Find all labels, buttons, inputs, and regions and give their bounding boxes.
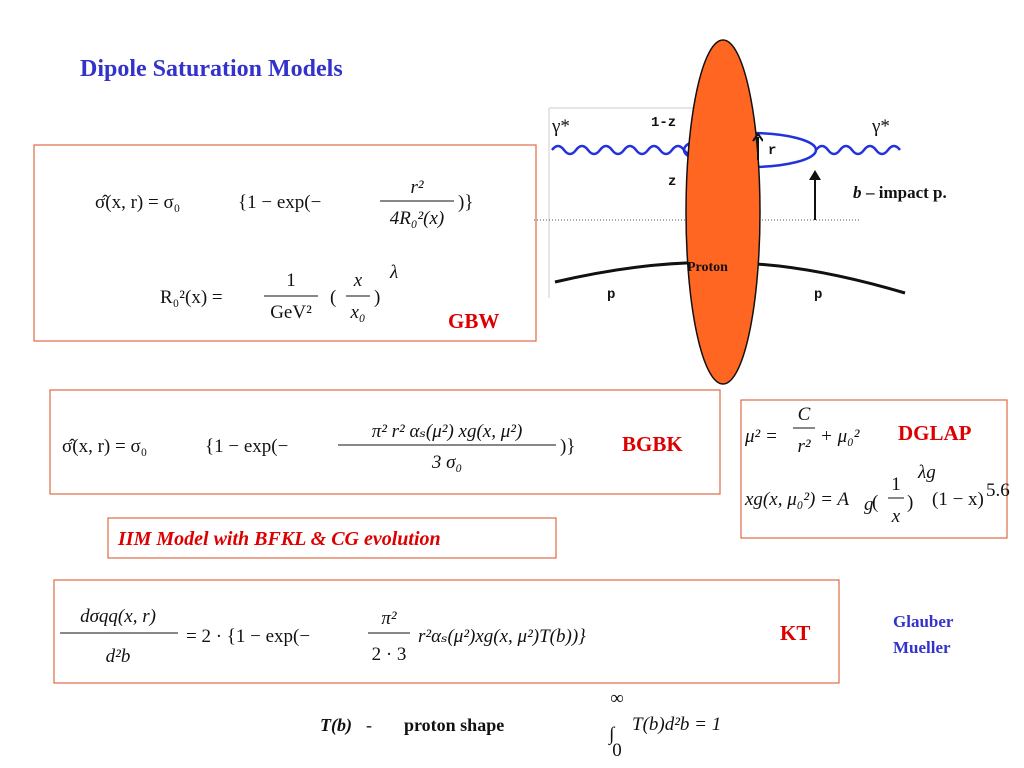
- dipole-diagram: γ* γ* 1-z z r p p Proton b – impact p.: [534, 39, 947, 385]
- formula: r²: [410, 177, 423, 198]
- formula: ∞: [610, 688, 624, 709]
- formula: r²: [797, 436, 810, 457]
- b-arrow-head: [809, 170, 821, 180]
- formula: d²b: [106, 646, 131, 667]
- formula: {1 − exp(−: [238, 192, 321, 213]
- formula: {1 − exp(−: [205, 436, 288, 457]
- formula: r²αₛ(μ²)xg(x, μ²)T(b))}: [418, 626, 586, 647]
- formula: (: [330, 287, 336, 308]
- title: Dipole Saturation Models: [80, 56, 343, 82]
- formula: )}: [560, 436, 575, 457]
- formula: σ̂(x, r) = σ₀: [62, 436, 147, 457]
- gamma-out: γ*: [871, 116, 890, 137]
- formula: )}: [458, 192, 473, 213]
- gbw-label: GBW: [448, 309, 499, 333]
- formula: 1: [286, 270, 296, 291]
- formula: 0: [612, 740, 622, 761]
- formula: (: [872, 492, 878, 513]
- bgbk-label: BGBK: [622, 432, 683, 456]
- formula: xg(x, μ₀²) = A: [744, 489, 849, 510]
- z-label: z: [668, 174, 676, 190]
- formula: = 2 · {1 − exp(−: [186, 626, 310, 647]
- r-label-bg: [763, 139, 793, 159]
- formula: x₀: [349, 302, 365, 323]
- formula: dσqq(x, r): [80, 606, 156, 627]
- formula: x: [353, 270, 363, 291]
- formula: μ² =: [744, 426, 778, 447]
- r-label: r: [768, 143, 776, 159]
- formula: 4R₀²(x): [390, 208, 445, 229]
- photon-out: [815, 144, 901, 156]
- kt-box: [53, 579, 840, 684]
- formula: 1: [891, 474, 901, 495]
- r-arrow-head: [752, 132, 764, 142]
- impact-b: b: [853, 183, 862, 202]
- proton-label: Proton: [687, 260, 728, 275]
- formula: (1 − x): [932, 489, 984, 510]
- tb-dash: -: [366, 715, 372, 735]
- p-out: p: [814, 287, 822, 303]
- formula: R₀²(x) =: [160, 287, 223, 308]
- formula: + μ₀²: [820, 426, 860, 447]
- formula: σ̂(x, r) = σ₀: [95, 192, 180, 213]
- formula: λg: [917, 462, 936, 483]
- p-in: p: [607, 287, 615, 303]
- formula: 5.6: [986, 480, 1010, 501]
- bgbk-box: [49, 389, 721, 495]
- iim-text: IIM Model with BFKL & CG evolution: [117, 528, 441, 550]
- formula: π²: [381, 608, 397, 629]
- mueller: Mueller: [893, 638, 951, 657]
- formula: λ: [389, 262, 398, 283]
- formula: π² r² αₛ(μ²) xg(x, μ²): [372, 421, 523, 442]
- impact-text: – impact p.: [865, 183, 947, 202]
- formula: 3 σ₀: [431, 452, 462, 473]
- formula: GeV²: [270, 302, 312, 323]
- formula: T(b)d²b = 1: [632, 714, 721, 735]
- one-minus-z: 1-z: [651, 115, 676, 131]
- formula: C: [798, 404, 811, 425]
- kt-label: KT: [780, 621, 810, 645]
- formula: 2 · 3: [372, 644, 407, 665]
- formula: g: [864, 494, 874, 515]
- formula: x: [891, 506, 901, 527]
- formula: ): [907, 492, 913, 513]
- dglap-label: DGLAP: [898, 421, 972, 445]
- glauber: Glauber: [893, 612, 954, 631]
- gamma-in: γ*: [551, 116, 570, 137]
- formula: ): [374, 287, 380, 308]
- formula: ∫: [608, 724, 616, 746]
- dglap-box: [740, 399, 1008, 539]
- gbw-box: [33, 144, 537, 342]
- tb-symbol: T(b): [320, 715, 352, 736]
- iim-box: [107, 517, 557, 559]
- proton: [685, 39, 761, 385]
- tb-text: proton shape: [404, 715, 504, 735]
